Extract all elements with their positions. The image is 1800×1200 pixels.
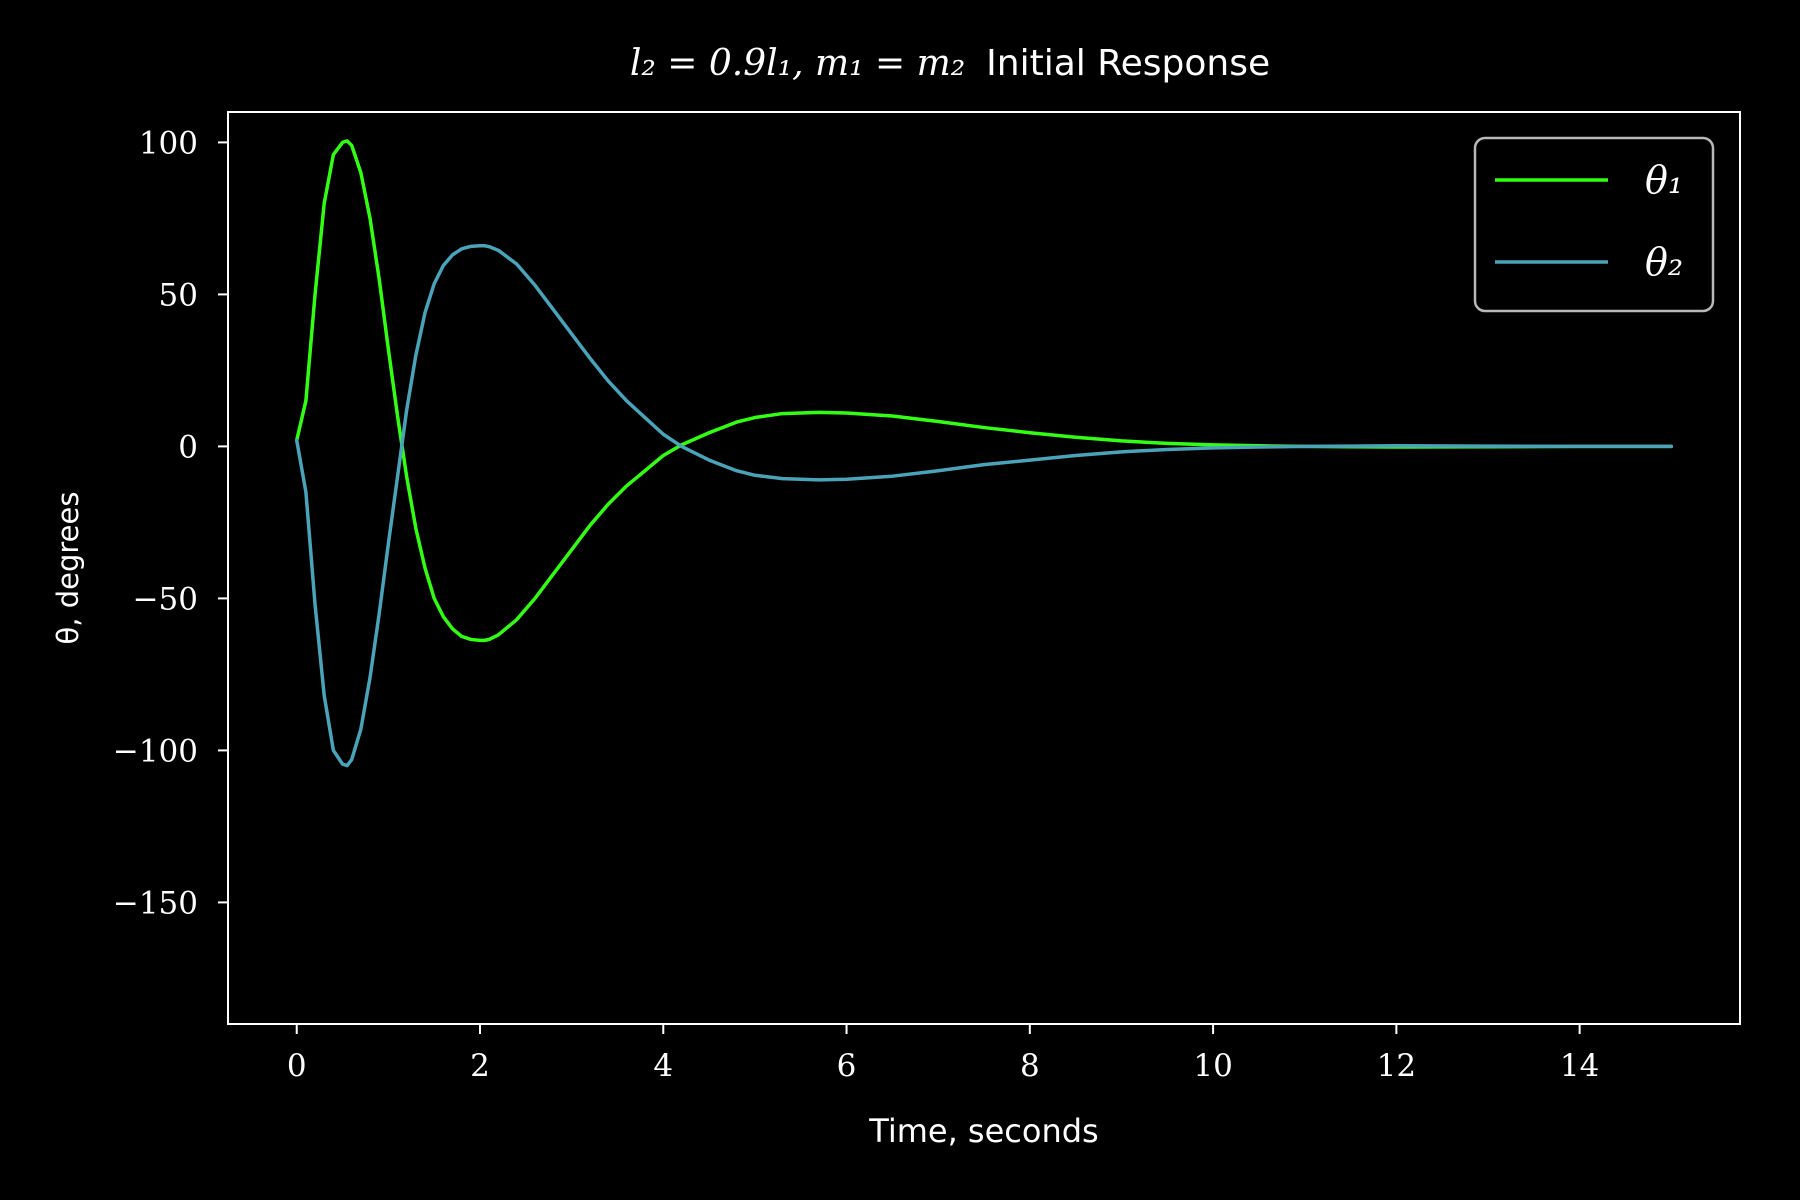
series-line-theta2 xyxy=(294,244,1674,768)
legend-label-theta1: θ₁ xyxy=(1645,158,1683,202)
chart-title-text: Initial Response xyxy=(986,43,1270,84)
x-axis-label: Time, seconds xyxy=(868,1112,1098,1150)
y-tick-label: −50 xyxy=(133,581,198,617)
series-line-theta1 xyxy=(294,139,1674,643)
y-tick-label: 50 xyxy=(159,277,198,313)
y-tick-label: 0 xyxy=(178,429,198,465)
x-tick-label: 4 xyxy=(653,1048,673,1084)
x-axis: 0 2 4 6 8 10 12 14 xyxy=(287,1024,1599,1084)
x-tick-label: 8 xyxy=(1020,1048,1040,1084)
x-tick-label: 0 xyxy=(287,1048,307,1084)
x-tick-label: 6 xyxy=(837,1048,857,1084)
x-tick-label: 12 xyxy=(1377,1048,1416,1084)
plot-marks xyxy=(294,139,1674,768)
legend-label-theta2: θ₂ xyxy=(1645,240,1683,284)
x-tick-label: 2 xyxy=(470,1048,490,1084)
y-tick-label: −100 xyxy=(113,733,198,769)
chart-title-math: l₂ = 0.9l₁, m₁ = m₂ xyxy=(630,43,965,84)
x-tick-label: 10 xyxy=(1193,1048,1232,1084)
legend: θ₁ θ₂ xyxy=(1473,136,1715,313)
x-tick-label: 14 xyxy=(1560,1048,1599,1084)
chart-title: l₂ = 0.9l₁, m₁ = m₂ Initial Response xyxy=(630,43,1270,84)
y-tick-label: −150 xyxy=(113,885,198,921)
y-tick-label: 100 xyxy=(139,125,198,161)
y-axis: 100 50 0 −50 −100 −150 xyxy=(113,125,228,921)
plot-frame xyxy=(227,111,1741,1025)
y-axis-label: θ, degrees xyxy=(51,492,85,645)
